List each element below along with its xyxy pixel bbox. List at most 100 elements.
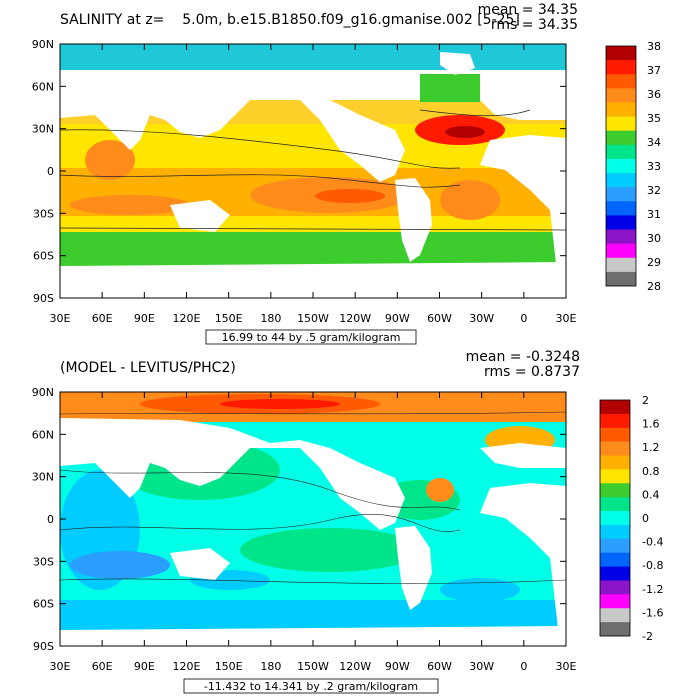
panel-1-mean: mean = 34.35 bbox=[478, 2, 578, 18]
panel-1: SALINITY at z= 5.0m, b.e15.B1850.f09_g16… bbox=[32, 2, 661, 345]
colorbar-swatch bbox=[600, 538, 630, 554]
x-tick-label: 150W bbox=[297, 312, 329, 325]
colorbar-swatch bbox=[606, 116, 636, 132]
x-tick-label: 30E bbox=[50, 660, 71, 673]
colorbar-label: 2 bbox=[642, 394, 649, 407]
x-tick-label: 150E bbox=[215, 660, 243, 673]
panel-2-x-ticks: 30E 60E 90E 120E 150E 180 150W 120W 90W 60W 30W 0 30… bbox=[50, 392, 577, 673]
colorbar-swatch bbox=[600, 622, 630, 637]
y-tick-label: 0 bbox=[47, 513, 54, 526]
x-tick-label: 180 bbox=[260, 312, 281, 325]
colorbar-swatch bbox=[606, 130, 636, 146]
x-tick-label: 90W bbox=[385, 312, 410, 325]
x-tick-label: 60W bbox=[427, 312, 452, 325]
colorbar-label: 38 bbox=[647, 40, 661, 53]
colorbar-swatch bbox=[606, 158, 636, 174]
panel-2-colorbar: 2 1.6 1.2 0.8 0.4 0 -0.4 -0.8 -1.2 -1.6 -2 bbox=[599, 394, 663, 643]
colorbar-swatch bbox=[606, 144, 636, 160]
panel-1-x-ticks: 30E 60E 90E 120E 150E 180 150W 120W 90W 60W 30W 0 30… bbox=[50, 44, 577, 325]
colorbar-swatch bbox=[606, 201, 636, 216]
colorbar-swatch bbox=[600, 580, 630, 595]
x-tick-label: 60E bbox=[92, 312, 113, 325]
panel-1-rms: rms = 34.35 bbox=[491, 17, 578, 33]
y-tick-label: 60S bbox=[33, 598, 54, 611]
panel-2-y-ticks: 90N 60N 30N 0 30S 60S 90S bbox=[32, 386, 566, 653]
colorbar-swatch bbox=[600, 483, 630, 498]
x-tick-label: 30E bbox=[50, 312, 71, 325]
x-tick-label: 90W bbox=[385, 660, 410, 673]
colorbar-swatch bbox=[600, 608, 630, 623]
colorbar-label: 1.2 bbox=[642, 441, 660, 454]
colorbar-label: -0.4 bbox=[642, 536, 663, 549]
panel-1-colorbar: 38 37 36 35 34 33 32 31 30 29 28 bbox=[605, 40, 661, 293]
colorbar-swatch bbox=[600, 441, 630, 456]
colorbar-swatch bbox=[600, 552, 630, 567]
colorbar-frame bbox=[605, 45, 637, 287]
colorbar-label: 37 bbox=[647, 64, 661, 77]
panel-1-contour-info: 16.99 to 44 by .5 gram/kilogram bbox=[222, 331, 401, 344]
x-tick-label: 120E bbox=[173, 660, 201, 673]
x-tick-label: 30W bbox=[469, 312, 494, 325]
colorbar-swatch bbox=[606, 215, 636, 230]
y-tick-label: 60S bbox=[33, 250, 54, 263]
colorbar-swatch bbox=[600, 455, 630, 470]
colorbar-label: 36 bbox=[647, 88, 661, 101]
x-tick-label: 60E bbox=[92, 660, 113, 673]
colorbar-swatch bbox=[606, 243, 636, 259]
x-tick-label: 90E bbox=[134, 312, 155, 325]
x-tick-label: 30E bbox=[556, 660, 577, 673]
colorbar-frame bbox=[599, 399, 631, 637]
y-tick-label: 30S bbox=[33, 207, 54, 220]
colorbar-label: 0.4 bbox=[642, 488, 660, 501]
y-tick-label: 30S bbox=[33, 555, 54, 568]
y-tick-label: 90S bbox=[33, 640, 54, 653]
x-tick-label: 120W bbox=[339, 660, 371, 673]
y-tick-label: 90S bbox=[33, 292, 54, 305]
colorbar-swatch bbox=[606, 271, 636, 287]
x-tick-label: 0 bbox=[520, 312, 527, 325]
panel-2-mean: mean = -0.3248 bbox=[466, 349, 580, 365]
colorbar-swatch bbox=[606, 60, 636, 75]
x-tick-label: 120W bbox=[339, 312, 371, 325]
colorbar-label: 33 bbox=[647, 160, 661, 173]
y-tick-label: 0 bbox=[47, 165, 54, 178]
colorbar-swatch bbox=[606, 102, 636, 117]
colorbar-swatch bbox=[600, 469, 630, 484]
colorbar-swatch bbox=[600, 511, 630, 526]
panel-2: (MODEL - LEVITUS/PHC2) mean = -0.3248 rm… bbox=[32, 349, 663, 694]
panel-2-contour-info: -11.432 to 14.341 by .2 gram/kilogram bbox=[204, 680, 418, 693]
colorbar-label: 35 bbox=[647, 112, 661, 125]
colorbar-swatch bbox=[600, 524, 630, 540]
colorbar-label: 30 bbox=[647, 232, 661, 245]
panel-1-title: SALINITY at z= 5.0m, b.e15.B1850.f09_g16… bbox=[60, 12, 520, 28]
colorbar-label: -2 bbox=[642, 630, 653, 643]
y-tick-label: 30N bbox=[32, 471, 54, 484]
colorbar-label: 32 bbox=[647, 184, 661, 197]
colorbar-label: 34 bbox=[647, 136, 661, 149]
colorbar-swatch bbox=[600, 497, 630, 512]
panel-2-title: (MODEL - LEVITUS/PHC2) bbox=[60, 360, 236, 376]
colorbar-swatch bbox=[600, 594, 630, 609]
colorbar-label: -1.6 bbox=[642, 606, 663, 619]
colorbar-swatch bbox=[606, 74, 636, 89]
colorbar-label: 0 bbox=[642, 512, 649, 525]
colorbar-label: -1.2 bbox=[642, 583, 663, 596]
colorbar-label: 29 bbox=[647, 256, 661, 269]
x-tick-label: 150E bbox=[215, 312, 243, 325]
x-tick-label: 90E bbox=[134, 660, 155, 673]
panel-1-y-ticks: 90N 60N 30N 0 30S 60S 90S bbox=[32, 38, 566, 305]
colorbar-swatch bbox=[606, 173, 636, 188]
colorbar-label: 1.6 bbox=[642, 418, 660, 431]
x-tick-label: 60W bbox=[427, 660, 452, 673]
x-tick-label: 150W bbox=[297, 660, 329, 673]
colorbar-swatch bbox=[600, 413, 630, 429]
x-tick-label: 30W bbox=[469, 660, 494, 673]
y-tick-label: 60N bbox=[32, 80, 54, 93]
colorbar-swatch bbox=[600, 427, 630, 442]
colorbar-swatch bbox=[600, 566, 630, 581]
panel-1-field bbox=[60, 44, 566, 298]
colorbar-label: 28 bbox=[647, 280, 661, 293]
colorbar-swatch bbox=[606, 187, 636, 202]
colorbar-swatch bbox=[606, 46, 636, 61]
